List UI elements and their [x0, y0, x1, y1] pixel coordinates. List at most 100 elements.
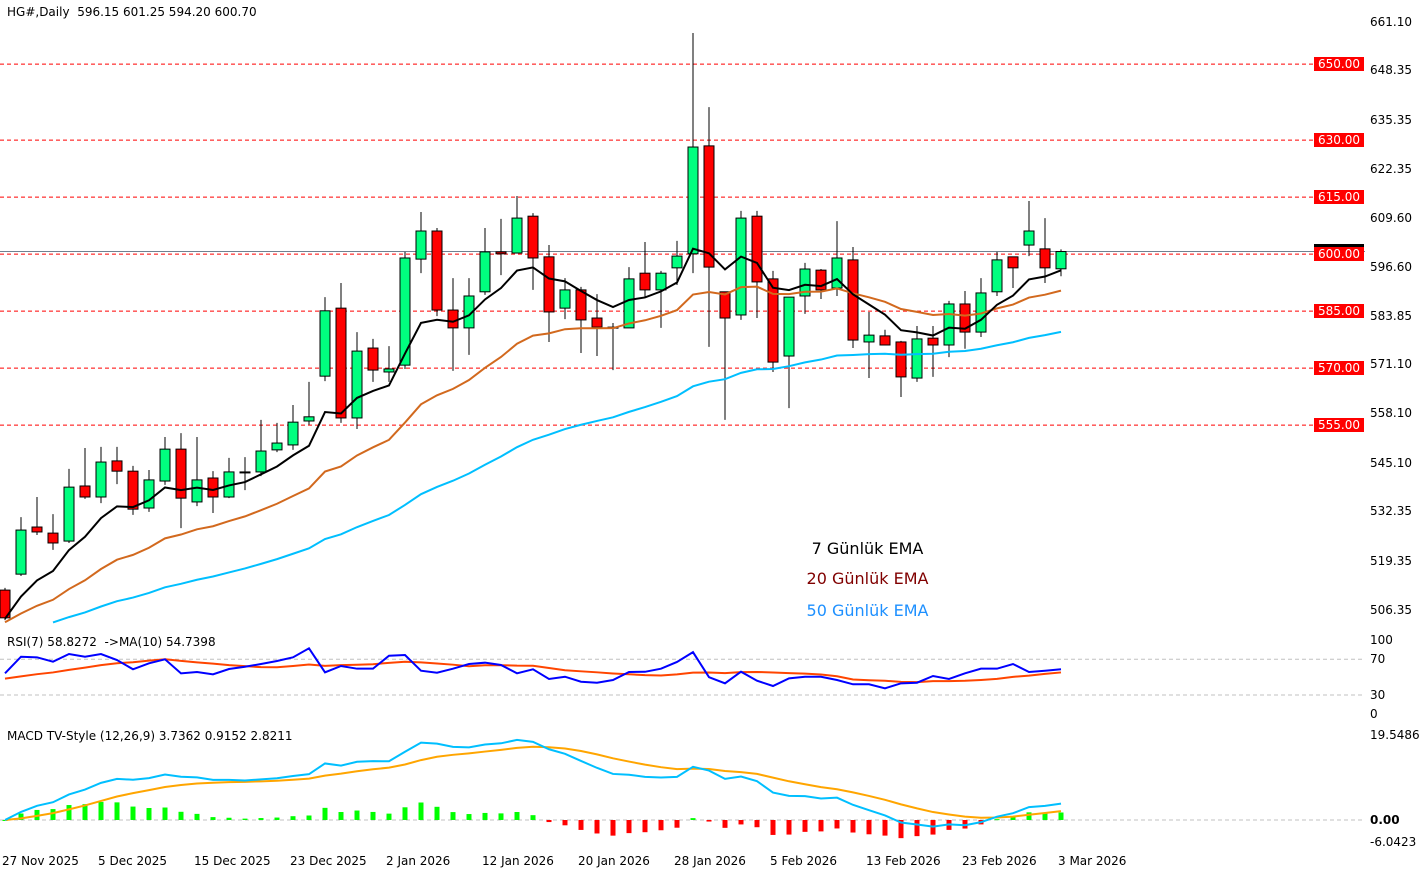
candle-body: [543, 256, 555, 313]
ema7-line: [4, 247, 1062, 620]
candle-body: [111, 460, 123, 472]
level-label: 570.00: [1314, 361, 1364, 376]
price-tick: 545.10: [1370, 455, 1412, 470]
macd-histogram-bar: [66, 805, 72, 820]
macd-histogram-bar: [418, 802, 424, 820]
bull-candle: [95, 446, 107, 504]
bear-candle: [575, 286, 587, 353]
price-tick: 558.10: [1370, 406, 1412, 421]
macd-histogram-bar: [450, 812, 456, 820]
bull-candle: [831, 221, 843, 296]
price-tick: 609.60: [1370, 210, 1412, 225]
bear-candle: [447, 278, 459, 371]
macd-histogram-bar: [434, 806, 440, 820]
candle-body: [1055, 251, 1067, 270]
bear-candle: [207, 471, 219, 513]
bull-candle: [735, 210, 747, 320]
bear-candle: [1007, 256, 1019, 288]
bull-candle: [655, 270, 667, 328]
macd-signal-line: [4, 745, 1062, 821]
bull-candle: [399, 251, 411, 369]
bull-candle: [415, 212, 427, 274]
bear-candle: [175, 433, 187, 529]
bull-candle: [351, 332, 363, 429]
candle-body: [927, 337, 939, 346]
bull-candle: [799, 262, 811, 314]
candle-body: [767, 278, 779, 363]
candle-body: [943, 303, 955, 346]
macd-histogram-bar: [162, 807, 168, 820]
date-label: 20 Jan 2026: [578, 854, 650, 868]
bull-candle: [287, 405, 299, 450]
candle-body: [815, 269, 827, 291]
level-label: 555.00: [1314, 418, 1364, 433]
price-tick: 519.35: [1370, 553, 1412, 568]
price-tick: 661.10: [1370, 15, 1412, 29]
date-label: 13 Feb 2026: [866, 854, 941, 868]
candle-body: [463, 295, 475, 329]
macd-histogram-bar: [594, 820, 600, 834]
candle-body: [959, 303, 971, 333]
macd-histogram-bar: [754, 820, 760, 828]
candle-body: [63, 486, 75, 542]
bull-candle: [559, 278, 571, 320]
level-label: 585.00: [1314, 304, 1364, 319]
level-label: 650.00: [1314, 57, 1364, 72]
bull-candle: [63, 468, 75, 543]
candle-body: [303, 416, 315, 422]
bear-candle: [607, 322, 619, 371]
candle-body: [127, 470, 139, 510]
candle-body: [799, 268, 811, 297]
bull-candle: [511, 196, 523, 254]
candle-body: [175, 448, 187, 499]
price-tick: 596.60: [1370, 260, 1412, 275]
bear-candle: [47, 514, 59, 550]
candle-body: [1039, 248, 1051, 269]
candle-body: [783, 296, 795, 357]
price-tick: 583.85: [1370, 308, 1412, 323]
bull-candle: [975, 278, 987, 338]
candle-body: [511, 217, 523, 254]
rsi-axis-100: 100: [1370, 633, 1393, 647]
bear-candle: [591, 294, 603, 357]
bear-candle: [703, 107, 715, 347]
bull-candle: [255, 419, 267, 477]
candle-body: [639, 272, 651, 291]
bull-candle: [143, 470, 155, 512]
symbol-label: HG#,Daily: [7, 5, 70, 19]
macd-histogram-bar: [834, 820, 840, 829]
level-label: 630.00: [1314, 133, 1364, 148]
macd-histogram-bar: [258, 818, 264, 820]
price-tick: 571.10: [1370, 357, 1412, 371]
candle-body: [31, 526, 43, 533]
price-tick: 532.35: [1370, 504, 1412, 519]
bull-candle: [159, 436, 171, 485]
macd-histogram-bar: [274, 817, 280, 820]
macd-histogram-bar: [18, 813, 24, 820]
candle-body: [719, 291, 731, 319]
date-label: 12 Jan 2026: [482, 854, 554, 868]
candle-body: [95, 461, 107, 498]
candle-body: [879, 335, 891, 346]
macd-label: MACD TV-Style (12,26,9) 3.7362 0.9152 2.…: [7, 729, 293, 743]
price-tick: 635.35: [1370, 112, 1412, 127]
bull-candle: [1023, 200, 1035, 257]
macd-histogram-bar: [370, 811, 376, 820]
bull-candle: [383, 346, 395, 382]
macd-histogram-bar: [338, 812, 344, 820]
macd-histogram-bar: [722, 820, 728, 828]
macd-panel-plot: [0, 738, 1365, 839]
macd-histogram-bar: [146, 807, 152, 820]
macd-histogram-bar: [642, 820, 648, 833]
bear-candle: [111, 446, 123, 485]
candle-body: [559, 289, 571, 309]
rsi-line: [4, 646, 1062, 690]
macd-histogram-bar: [658, 820, 664, 831]
candle-body: [239, 471, 251, 474]
rsi-ma-line: [4, 658, 1062, 684]
macd-histogram-bar: [690, 818, 696, 820]
candle-body: [447, 309, 459, 329]
macd-histogram-bar: [306, 815, 312, 820]
level-lines: [0, 63, 1313, 426]
candle-body: [575, 289, 587, 321]
